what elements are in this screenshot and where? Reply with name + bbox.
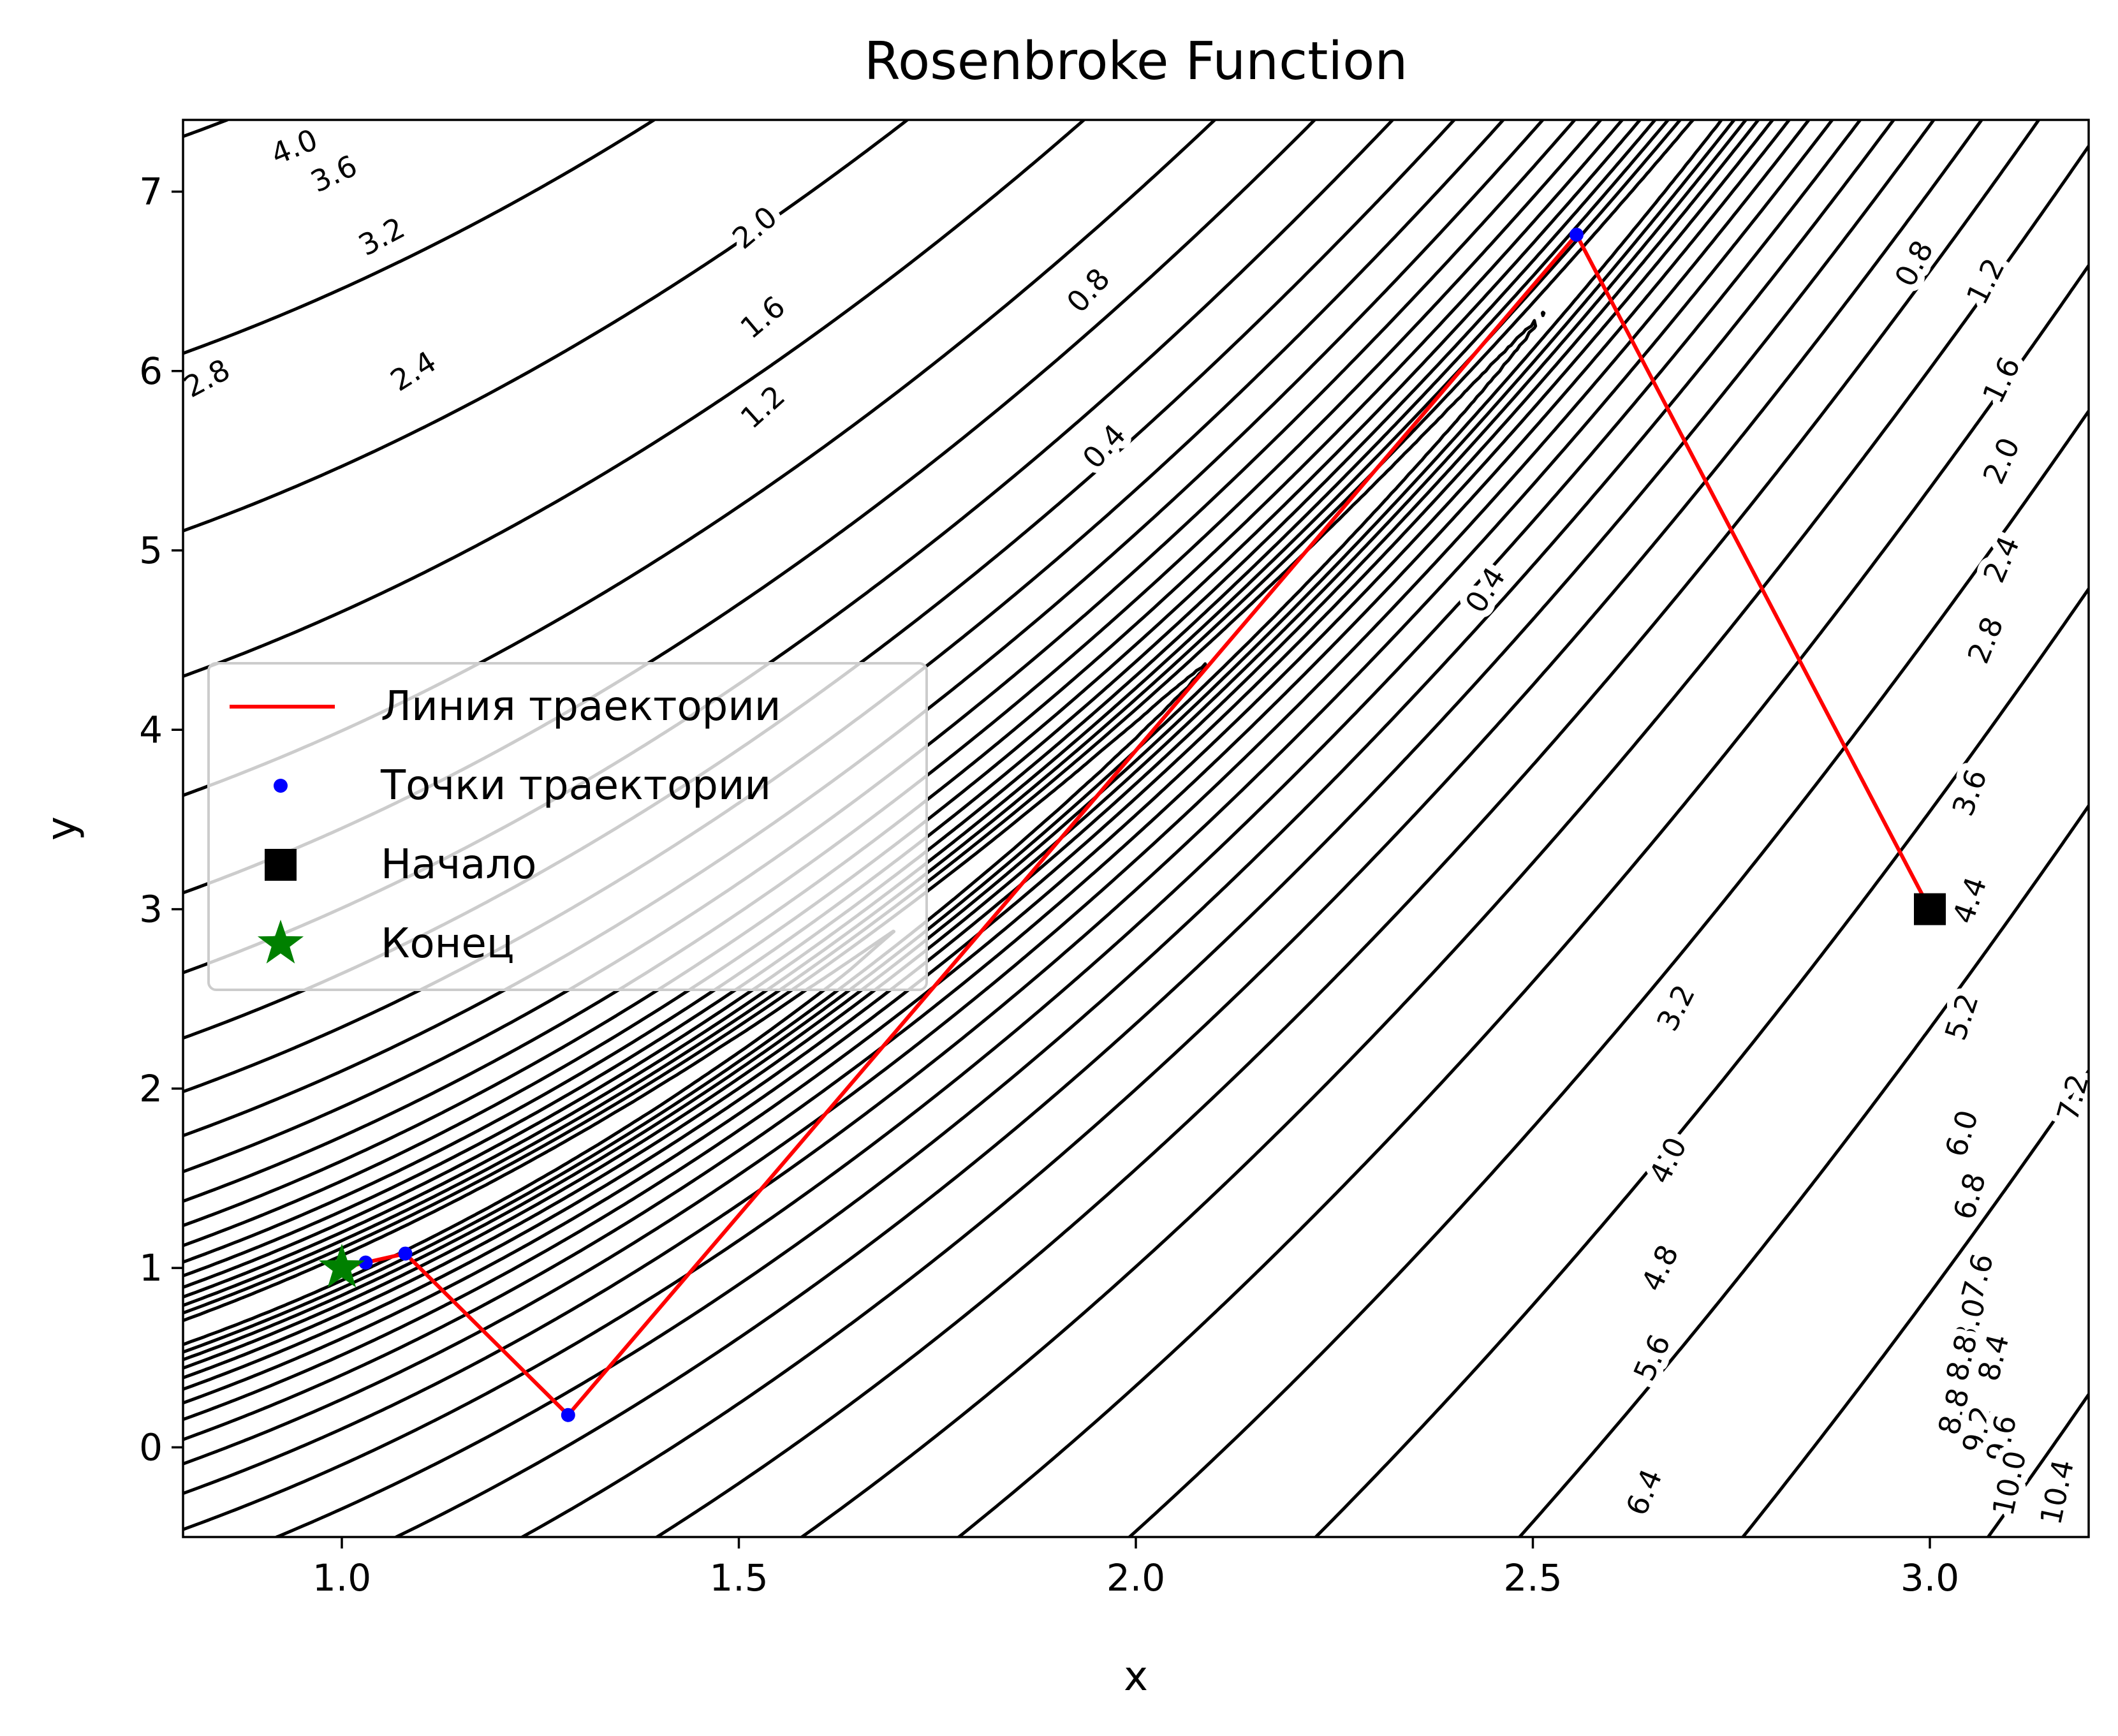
contour-line-7-2 [183, 120, 2089, 1537]
x-axis-ticks: 1.0 1.5 2.0 2.5 3.0 [313, 1537, 1959, 1600]
x-tick-label: 1.0 [313, 1556, 371, 1600]
trajectory-point [1569, 228, 1584, 242]
y-axis-label: y [38, 816, 85, 841]
y-tick-label: 4 [139, 708, 163, 751]
x-tick-label: 2.0 [1107, 1556, 1165, 1600]
x-tick-label: 3.0 [1901, 1556, 1959, 1600]
end-marker [318, 1244, 365, 1288]
contour-line-8-8 [1741, 1069, 2089, 1537]
x-tick-label: 2.5 [1503, 1556, 1562, 1600]
contour-line-4-4 [183, 120, 1834, 1496]
trajectory-point [398, 1246, 413, 1261]
y-tick-label: 6 [139, 349, 163, 393]
legend-point-swatch [274, 779, 288, 793]
legend: Линия траектории Точки траектории Начало Ко… [207, 662, 928, 991]
legend-star-swatch [257, 920, 304, 964]
trajectory-point [358, 1255, 373, 1270]
y-axis-ticks: 0 1 2 3 4 5 6 7 [139, 170, 183, 1469]
legend-label: Линия траектории [381, 683, 781, 730]
x-axis-label: x [1124, 1653, 1148, 1700]
legend-label: Конец [381, 920, 514, 967]
y-tick-label: 3 [139, 888, 163, 931]
y-tick-label: 7 [139, 170, 163, 214]
trajectory-point [561, 1408, 575, 1422]
contour-line-4 [183, 120, 1811, 1466]
x-tick-label: 1.5 [709, 1556, 768, 1600]
y-tick-label: 5 [139, 529, 163, 572]
legend-box [207, 662, 928, 991]
contour-line-6-8 [183, 120, 2089, 1537]
legend-label: Точки траектории [380, 762, 771, 809]
start-marker [1914, 893, 1946, 925]
chart-title: Rosenbroke Function [864, 31, 1408, 92]
y-tick-label: 0 [139, 1425, 163, 1469]
y-tick-label: 1 [139, 1246, 163, 1290]
contour-line-7-6 [183, 120, 2089, 1537]
legend-square-swatch [265, 849, 297, 881]
contour-line-2-8 [183, 120, 1760, 1405]
legend-label: Начало [381, 841, 536, 888]
contour-line-8-4 [183, 120, 2089, 1537]
contour-line-0-8 [183, 662, 1208, 1354]
contour-line-9-2 [1986, 1393, 2089, 1537]
y-tick-label: 2 [139, 1067, 163, 1110]
trajectory-series [318, 228, 1946, 1422]
